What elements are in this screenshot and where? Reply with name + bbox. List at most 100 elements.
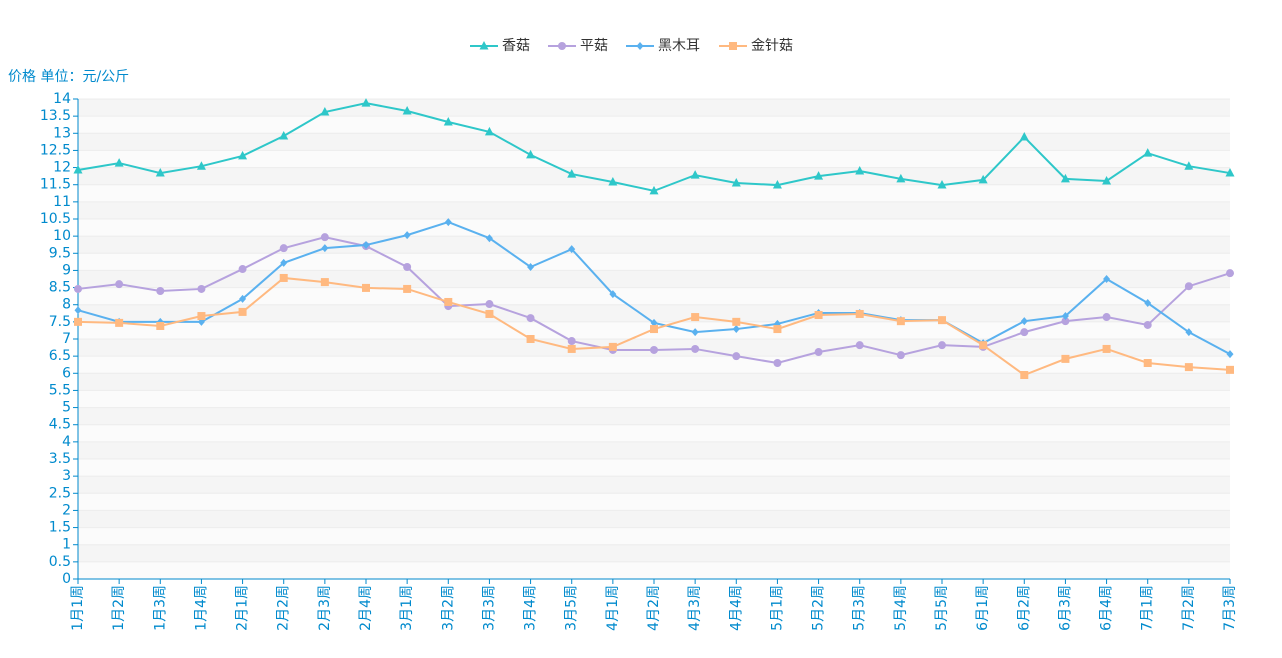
data-point <box>896 317 905 326</box>
grid-band <box>78 544 1230 562</box>
data-point <box>1144 299 1152 307</box>
data-point <box>855 341 864 350</box>
data-point <box>690 170 700 179</box>
x-tick-label: 2月4周 <box>358 585 374 631</box>
grid-band <box>78 99 1230 117</box>
x-tick-label: 1月2周 <box>111 585 127 631</box>
data-point <box>649 185 659 195</box>
data-point <box>526 149 536 159</box>
data-point <box>402 106 412 115</box>
y-tick-label: 7.5 <box>49 314 71 330</box>
x-tick-label: 5月2周 <box>811 585 827 631</box>
data-point <box>691 313 700 322</box>
y-tick-label: 5 <box>62 400 71 416</box>
data-point <box>115 318 124 327</box>
data-point <box>1143 359 1152 367</box>
data-point <box>238 307 247 316</box>
data-point <box>938 316 946 325</box>
grid-band <box>78 459 1230 477</box>
data-point <box>526 335 535 343</box>
grid-band <box>78 561 1230 579</box>
data-point <box>1226 365 1234 374</box>
data-point <box>937 180 947 189</box>
data-point <box>279 244 288 253</box>
legend-label: 平菇 <box>580 38 608 54</box>
data-point <box>1225 168 1235 177</box>
y-tick-label: 8.5 <box>49 280 71 296</box>
x-tick-label: 6月3周 <box>1057 585 1073 631</box>
grid-band <box>78 219 1230 237</box>
x-tick-label: 7月3周 <box>1222 585 1238 631</box>
y-tick-label: 9 <box>62 262 71 278</box>
x-tick-label: 3月4周 <box>523 585 539 631</box>
y-tick-label: 1.5 <box>49 520 71 536</box>
x-tick-label: 3月2周 <box>440 585 456 631</box>
data-point <box>1103 275 1111 283</box>
data-point <box>1184 282 1193 291</box>
data-point <box>156 321 165 330</box>
grid-band <box>78 253 1230 271</box>
legend-marker <box>636 42 644 50</box>
data-point <box>1102 313 1111 322</box>
data-point <box>772 180 782 189</box>
data-point <box>155 168 165 177</box>
data-point <box>814 348 823 357</box>
data-point <box>1102 175 1112 185</box>
data-point <box>731 178 741 187</box>
legend-label: 黑木耳 <box>658 38 700 54</box>
data-point <box>1020 328 1029 337</box>
data-point <box>1185 328 1193 337</box>
data-point <box>197 312 206 321</box>
legend-marker <box>558 42 566 50</box>
grid-band <box>78 236 1230 254</box>
legend-item: 金针菇 <box>719 38 793 54</box>
y-tick-label: 14 <box>53 91 71 107</box>
legend-item: 黑木耳 <box>626 38 700 54</box>
data-point <box>938 341 946 350</box>
legend-item: 香菇 <box>470 38 530 54</box>
data-point <box>197 284 206 293</box>
data-point <box>403 231 411 240</box>
data-point <box>773 359 782 367</box>
data-point <box>855 166 865 175</box>
data-point <box>362 241 370 250</box>
data-point <box>196 161 206 170</box>
y-tick-label: 11 <box>53 194 71 210</box>
x-tick-label: 1月3周 <box>152 585 168 631</box>
data-point <box>1061 317 1070 326</box>
grid-band <box>78 527 1230 545</box>
data-point <box>279 131 289 140</box>
data-point <box>691 344 700 353</box>
grid-band <box>78 476 1230 494</box>
data-point <box>444 297 453 306</box>
data-point <box>567 337 576 346</box>
data-point <box>732 352 741 361</box>
x-tick-label: 5月3周 <box>852 585 868 631</box>
data-point <box>979 341 988 350</box>
data-point <box>279 273 288 282</box>
y-tick-label: 3.5 <box>49 451 71 467</box>
data-point <box>814 171 824 180</box>
legend-label: 香菇 <box>502 38 530 54</box>
data-point <box>650 318 658 327</box>
y-tick-label: 0 <box>62 571 71 587</box>
data-point <box>896 173 906 183</box>
data-point <box>609 290 617 299</box>
grid-band <box>78 424 1230 442</box>
data-point <box>567 344 576 353</box>
data-point <box>321 244 329 253</box>
grid-band <box>78 493 1230 511</box>
y-tick-label: 4 <box>62 434 71 450</box>
y-tick-label: 11.5 <box>40 177 71 193</box>
data-point <box>1061 354 1070 363</box>
y-tick-label: 4.5 <box>49 417 71 433</box>
data-point <box>74 306 82 315</box>
y-tick-label: 8 <box>62 297 71 313</box>
x-tick-label: 4月3周 <box>687 585 703 631</box>
data-point <box>320 233 329 242</box>
x-tick-label: 6月2周 <box>1016 585 1032 631</box>
x-tick-label: 3月5周 <box>564 585 580 631</box>
data-point <box>568 245 576 254</box>
grid-band <box>78 133 1230 151</box>
